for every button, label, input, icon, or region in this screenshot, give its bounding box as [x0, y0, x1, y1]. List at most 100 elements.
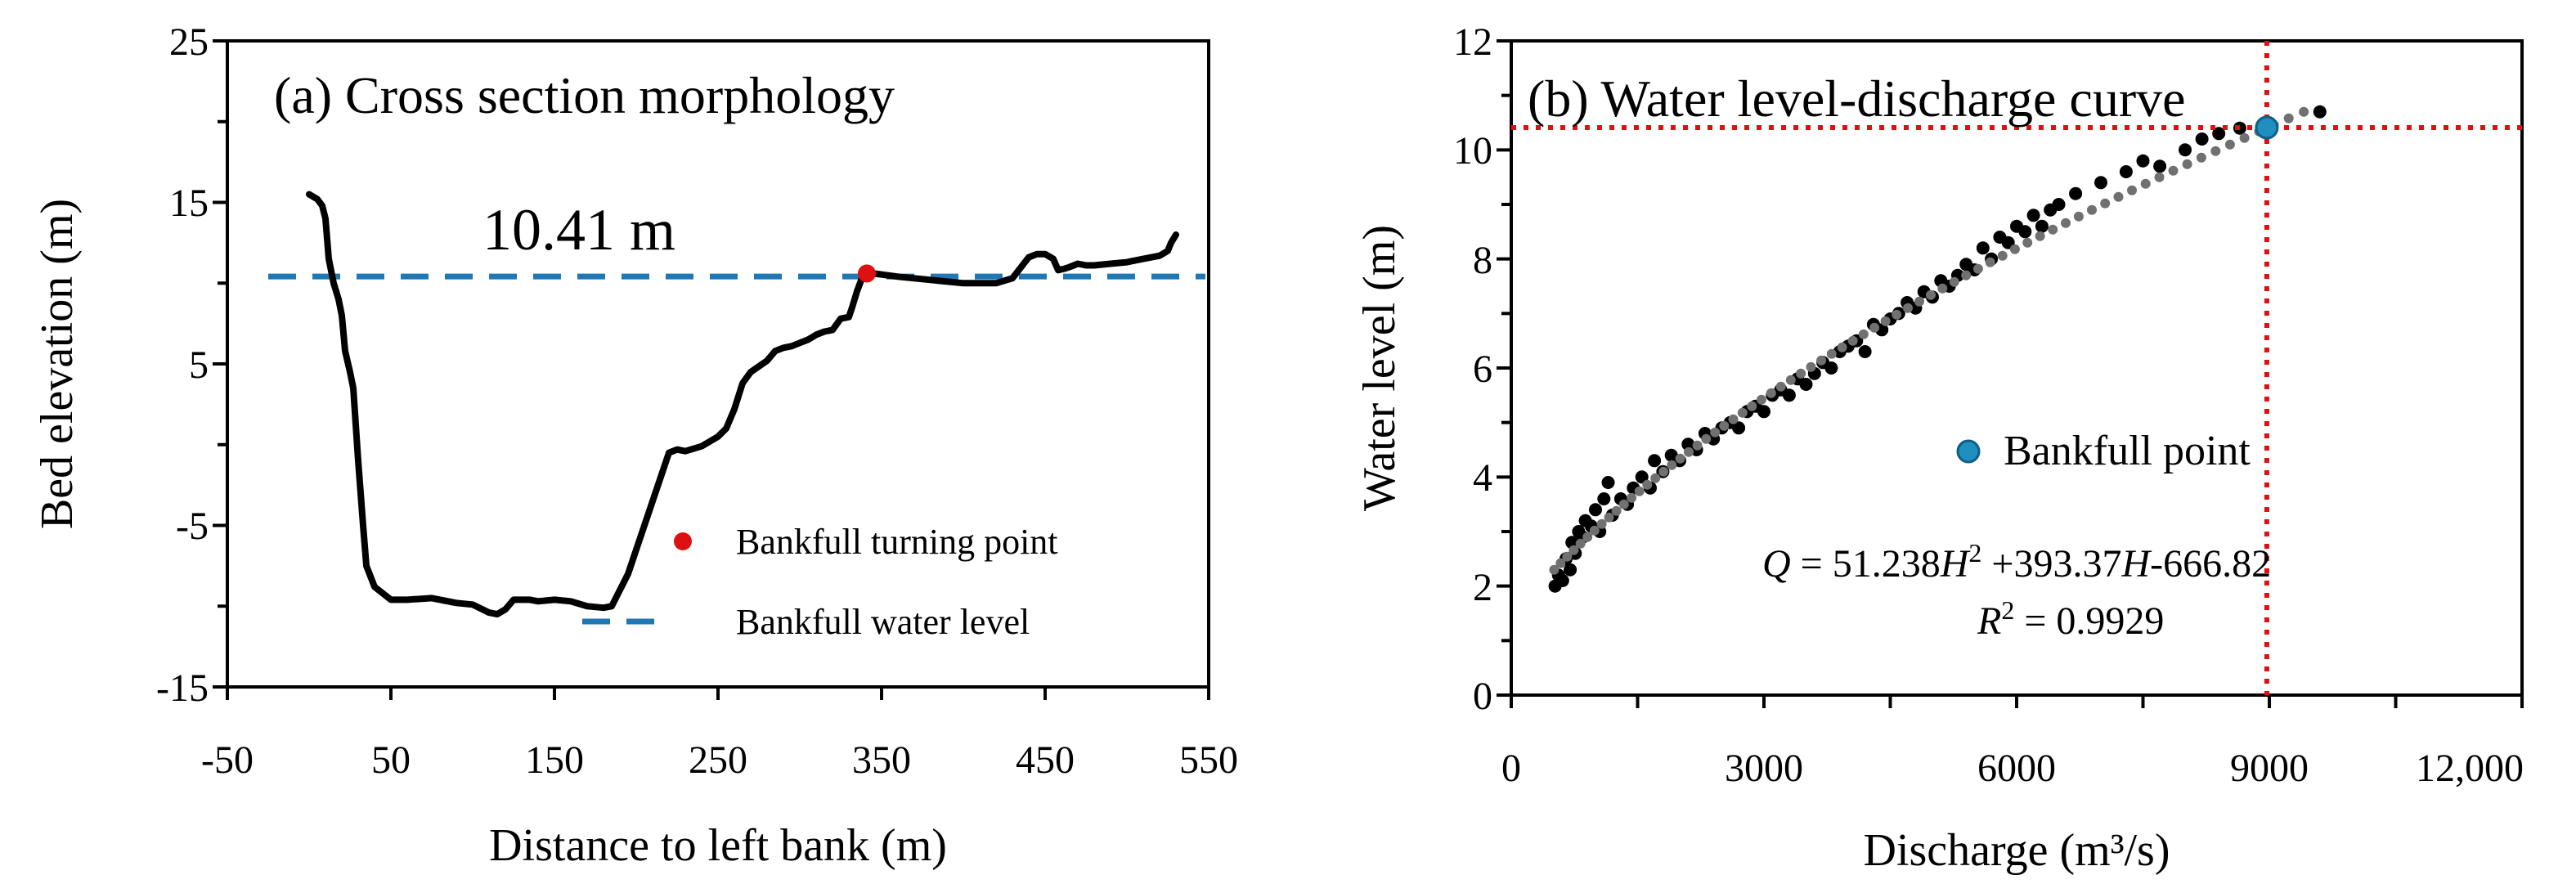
fitted-curve-point	[1766, 388, 1776, 398]
eq-h2: H	[2121, 542, 2152, 586]
fitted-curve-point	[2299, 106, 2309, 117]
fitted-curve-point	[1806, 361, 1816, 372]
fitted-curve-point	[1880, 316, 1891, 326]
observed-point	[1799, 378, 1813, 391]
observed-point	[1824, 361, 1838, 375]
observed-point	[2212, 127, 2226, 141]
a-x-tick-label: 250	[689, 738, 747, 782]
a-y-tick-label: -15	[156, 666, 209, 710]
fitted-curve-point	[1675, 453, 1685, 464]
fitted-curve-point	[1869, 322, 1880, 333]
observed-point	[2179, 143, 2192, 157]
a-y-tick-label: 5	[189, 343, 209, 387]
observed-point	[2313, 105, 2327, 119]
panel-a-ticks	[213, 39, 1210, 700]
fitted-curve-point	[1757, 394, 1766, 405]
bankfull-point-marker	[2255, 115, 2279, 140]
panel-b-x-tick-labels: 0 3000 6000 9000 12,000	[1501, 747, 2524, 790]
panel-b-rating-curve: 0 3000 6000 9000 12,000 0 2 4 6 8 10 12 …	[1354, 20, 2524, 876]
eq-q: Q	[1762, 542, 1791, 586]
b-x-tick-label: 12,000	[2416, 747, 2524, 790]
observed-point	[2026, 209, 2040, 222]
eq-r: R	[1977, 599, 2001, 643]
b-y-tick-label: 0	[1473, 675, 1492, 718]
fitted-curve-point	[2210, 146, 2221, 156]
fitted-curve-point	[1816, 355, 1827, 366]
observed-point	[1858, 345, 1872, 358]
fitted-curve-point	[1775, 381, 1786, 392]
panel-a-legend: Bankfull turning point Bankfull water le…	[582, 522, 1058, 642]
observed-point	[2119, 165, 2133, 178]
fitted-curve-point	[2048, 224, 2058, 235]
observed-point	[1976, 241, 1990, 255]
fitted-curve-point	[1650, 473, 1661, 483]
a-y-tick-label: 25	[169, 20, 209, 64]
fitted-curve-point	[1701, 433, 1712, 444]
panel-b-y-axis-title: Water level (m)	[1354, 225, 1405, 511]
fitted-curve-point	[1837, 342, 1847, 352]
fitted-curve-point	[1892, 309, 1902, 320]
fitted-curve-point	[1847, 335, 1858, 346]
b-x-tick-label: 3000	[1725, 747, 1803, 790]
r-squared: R2 = 0.9929	[1977, 595, 2164, 643]
fitted-curve-point	[1575, 538, 1586, 549]
fitted-curve-point	[2100, 198, 2111, 209]
b-y-tick-label: 6	[1473, 348, 1492, 391]
observed-point	[1648, 454, 1662, 468]
b-y-tick-label: 8	[1473, 239, 1492, 282]
fitted-curve-point	[1582, 532, 1593, 542]
fitted-curve-point	[1858, 329, 1869, 339]
a-x-tick-label: 150	[525, 738, 584, 782]
fitted-curve-point	[2196, 152, 2206, 163]
b-y-tick-label: 12	[1453, 20, 1492, 64]
panel-b-ticks	[1497, 39, 2524, 708]
panel-b-x-axis-title: Discharge (m³/s)	[1864, 825, 2170, 876]
fitted-curve-point	[1618, 499, 1629, 509]
fitted-curve-point	[1747, 401, 1757, 411]
panel-b-title: (b) Water level-discharge curve	[1528, 70, 2186, 128]
a-x-tick-label: 50	[371, 738, 411, 782]
fitted-curve-point	[1937, 283, 1948, 294]
fitted-curve-point	[2154, 172, 2165, 182]
panel-b-plot-frame	[1510, 39, 2524, 697]
a-x-tick-label: 550	[1179, 738, 1238, 782]
b-x-tick-label: 0	[1501, 747, 1521, 790]
fitted-curve-point	[1604, 512, 1614, 523]
b-y-tick-label: 10	[1453, 129, 1492, 173]
fitted-curve-point	[1589, 525, 1600, 536]
fitted-curve-point	[1568, 545, 1579, 555]
fitted-curve-point	[1926, 289, 1936, 300]
observed-point	[1564, 563, 1577, 577]
cross-section-profile-line	[306, 191, 1179, 618]
legend-water-level-label: Bankfull water level	[736, 602, 1030, 642]
panel-a-y-axis-title: Bed elevation (m)	[32, 199, 83, 529]
fitted-curve-point	[1796, 368, 1806, 379]
bankfull-level-annotation: 10.41 m	[482, 197, 675, 263]
a-y-tick-label: -5	[176, 505, 209, 548]
fitted-curve-point	[1710, 427, 1721, 438]
eq-part2: +393.37	[1981, 542, 2121, 586]
fitted-curve-point	[2022, 237, 2033, 248]
observed-point	[2136, 154, 2150, 168]
observed-point	[2052, 198, 2066, 211]
panel-a-y-tick-labels: -15 -5 5 15 25	[156, 20, 209, 710]
fitted-curve-point	[2009, 244, 2020, 254]
fitted-curve-point	[1985, 257, 1995, 267]
b-x-tick-label: 9000	[2230, 747, 2309, 790]
fitted-curve-point	[1684, 446, 1694, 457]
b-x-tick-label: 6000	[1977, 747, 2056, 790]
fitted-curve-point	[1997, 250, 2008, 261]
fitted-curve-point	[2127, 185, 2137, 195]
fitted-curve-point	[1549, 564, 1560, 575]
fitted-curve-point	[2113, 191, 2124, 202]
b-y-tick-label: 2	[1473, 566, 1492, 609]
eq-part3: -666.82	[2150, 542, 2271, 586]
fitted-curve-point	[1949, 276, 1959, 287]
fitted-curve-point	[1634, 486, 1645, 496]
fitted-curve-point	[2035, 231, 2045, 241]
legend-turning-point-label: Bankfull turning point	[736, 522, 1058, 562]
panel-b-y-tick-labels: 0 2 4 6 8 10 12	[1453, 20, 1492, 718]
fitted-curve-point	[1826, 348, 1837, 359]
fitted-curve-point	[1667, 460, 1677, 470]
